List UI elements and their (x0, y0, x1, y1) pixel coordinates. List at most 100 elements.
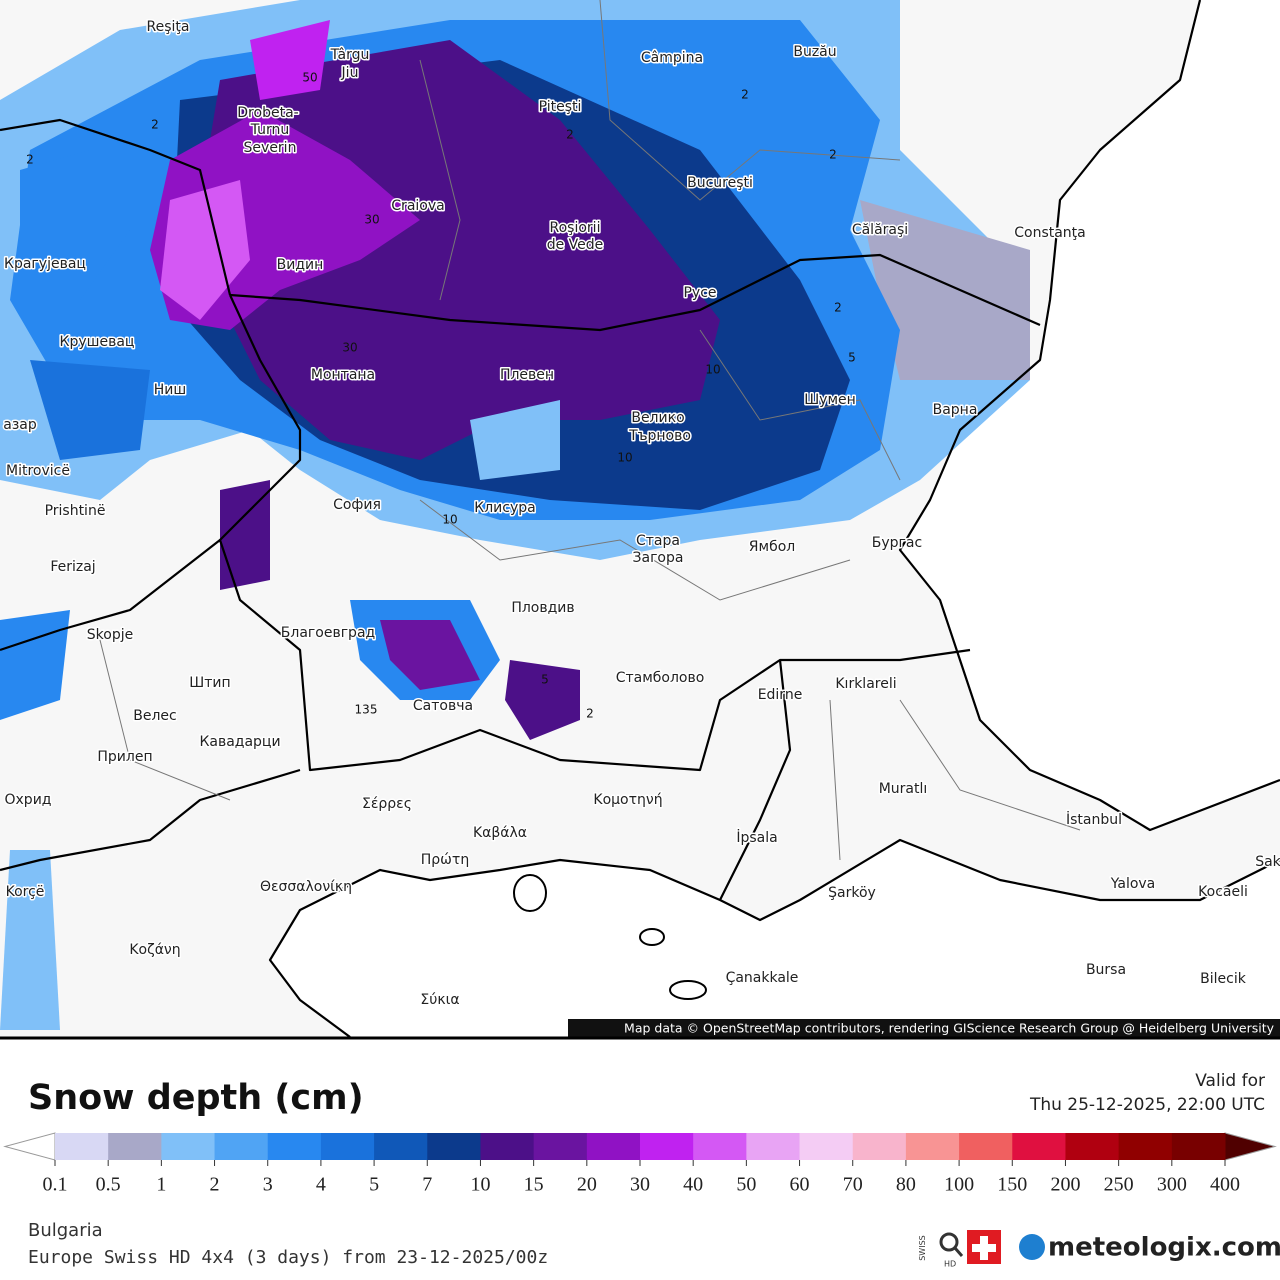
contour-label: 30 (342, 341, 357, 355)
city-label: Yalova (1110, 876, 1156, 892)
city-label: Jiu (341, 65, 359, 81)
legend-swatch (108, 1133, 162, 1160)
legend-tick-label: 1 (156, 1174, 166, 1196)
legend-tick-label: 15 (524, 1174, 544, 1196)
city-label: Bursa (1086, 962, 1126, 978)
legend-swatch (480, 1133, 535, 1160)
contour-label: 10 (617, 451, 632, 465)
city-label: Русе (683, 285, 716, 301)
contour-label: 5 (848, 351, 856, 365)
city-label: Buzău (793, 44, 836, 60)
city-label: İstanbul (1066, 810, 1122, 828)
legend-tick-label: 250 (1104, 1174, 1134, 1196)
snow-area (200, 40, 720, 460)
city-label: Korçë (6, 884, 45, 900)
legend-swatch (746, 1133, 801, 1160)
contour-label: 2 (26, 153, 34, 167)
legend-swatch (586, 1133, 641, 1160)
legend-tick-label: 400 (1210, 1174, 1240, 1196)
contour-label: 50 (302, 71, 317, 85)
snow-area (250, 20, 330, 100)
city-label: Bilecik (1200, 971, 1247, 987)
city-label: Sak (1255, 854, 1280, 870)
city-label: de Vede (547, 237, 604, 253)
snow-area (380, 620, 480, 690)
city-label: Mitrovicë (6, 463, 70, 479)
border (719, 659, 792, 901)
legend-tick-label: 50 (736, 1174, 756, 1196)
city-label: Кавадарци (199, 734, 280, 750)
city-label: Стамболово (616, 670, 705, 686)
city-label: Severin (244, 140, 297, 156)
city-label: София (333, 497, 381, 513)
brand-icon (1019, 1234, 1045, 1260)
legend-swatch (533, 1133, 588, 1160)
legend-tick-label: 7 (422, 1174, 432, 1196)
legend-swatch (1118, 1133, 1173, 1160)
legend-swatch (905, 1133, 960, 1160)
brand[interactable]: meteologix.com (1048, 1233, 1280, 1263)
island (639, 928, 665, 946)
city-label: Видин (277, 257, 324, 273)
city-label: Πρώτη (421, 852, 469, 868)
border (218, 294, 971, 772)
legend-swatch (214, 1133, 269, 1160)
legend-tick-label: 80 (896, 1174, 916, 1196)
legend-swatch (320, 1133, 375, 1160)
snow-area (30, 360, 150, 460)
city-label: Штип (189, 675, 230, 691)
contour-label: 2 (741, 88, 749, 102)
map-area: Reşiţa Târgu Jiu Câmpina Buzău Piteşti Drobeta… (0, 0, 1280, 1040)
city-label: Клисура (474, 500, 535, 516)
city-label: Reşiţa (147, 19, 190, 35)
legend-swatch (640, 1133, 694, 1160)
badge-text: SWISS (918, 1235, 927, 1261)
city-label: Велико (631, 410, 684, 426)
contour-label: 2 (829, 148, 837, 162)
model-run: Europe Swiss HD 4x4 (3 days) from 23-12-… (28, 1247, 548, 1268)
swiss-cross (972, 1236, 996, 1260)
contour-label: 10 (442, 513, 457, 527)
magnifier-icon (953, 1247, 964, 1257)
legend-swatch (959, 1133, 1013, 1160)
valid-time: Thu 25-12-2025, 22:00 UTC (1029, 1095, 1265, 1115)
legend-tick-label: 200 (1050, 1174, 1080, 1196)
contour-label: 135 (355, 703, 378, 717)
legend-tick-label: 70 (843, 1174, 863, 1196)
city-label: Сатовча (413, 698, 473, 714)
black-sea (900, 0, 1280, 830)
snow-area (860, 200, 1030, 380)
legend-tick-label: 150 (997, 1174, 1027, 1196)
city-label: Σύκια (420, 992, 459, 1008)
valid-label: Valid for (1195, 1071, 1265, 1091)
legend-tick-label: 2 (210, 1174, 220, 1196)
legend-tick-label: 0.5 (96, 1174, 121, 1196)
city-label: Edirne (758, 687, 803, 703)
border (0, 118, 232, 296)
city-label: Câmpina (641, 50, 703, 66)
island (669, 980, 707, 1000)
legend-tick-label: 100 (944, 1174, 974, 1196)
magnifier-icon (939, 1232, 959, 1252)
city-label: Roşiorii (550, 220, 601, 236)
snow-area (220, 480, 270, 590)
legend-title: Snow depth (cm) (28, 1078, 364, 1118)
contour-label: 2 (151, 118, 159, 132)
city-label: Загора (633, 550, 684, 566)
city-label: Çanakkale (726, 970, 799, 986)
legend-tick-label: 20 (577, 1174, 597, 1196)
legend-swatch (55, 1133, 109, 1160)
legend-swatch (427, 1133, 481, 1160)
island (513, 874, 547, 912)
city-label: Велес (133, 708, 176, 724)
border (0, 768, 301, 872)
city-label: Bucureşti (687, 175, 753, 191)
coastline (268, 838, 1280, 1038)
city-label: Монтана (311, 367, 375, 383)
attribution-bar (568, 1019, 1280, 1037)
snow-area (20, 150, 130, 300)
city-label: Skopje (87, 627, 133, 643)
city-labels: Reşiţa Târgu Jiu Câmpina Buzău Piteşti Drobeta… (2, 18, 1280, 1010)
